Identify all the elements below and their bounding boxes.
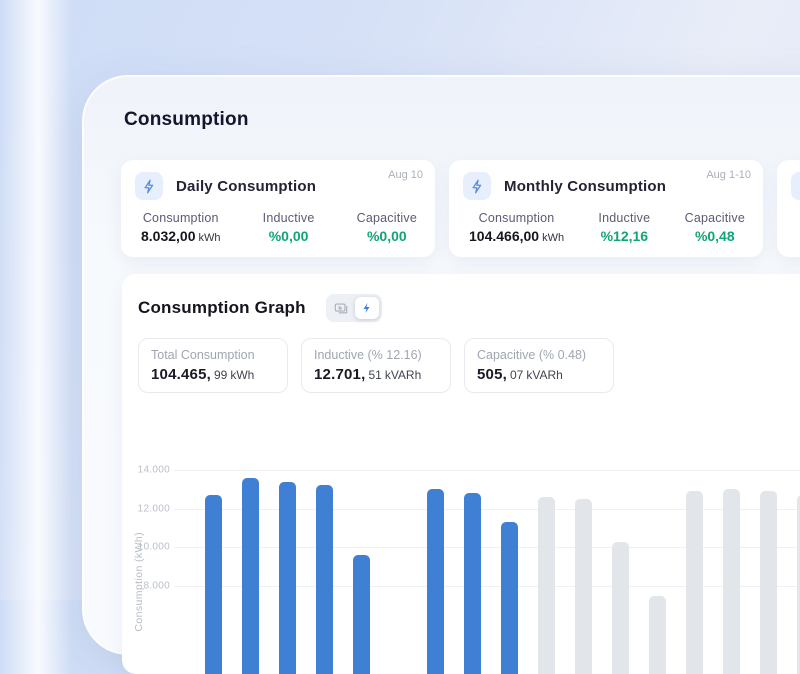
stat-total-consumption: Total Consumption 104.465, 99 kWh (138, 338, 288, 393)
stat-label: Capacitive (% 0.48) (477, 348, 587, 362)
stat-value-main: 12.701, (314, 366, 366, 383)
stat-value-main: 505, (477, 366, 507, 383)
currency-view-button[interactable] (329, 297, 353, 319)
metric-capacitive: Capacitive %0,48 (685, 211, 745, 244)
daily-card-metrics: Consumption 8.032,00 kWh Inductive %0,00 … (121, 200, 435, 244)
stat-unit: kWh (230, 368, 255, 382)
bar-day-8[interactable] (464, 493, 481, 674)
consumption-graph-card: 14.000 12.000 10.000 8.000 Consumption (kWh)… (122, 274, 800, 674)
monthly-card-date: Aug 1-10 (706, 169, 751, 181)
stat-unit: kVARh (384, 368, 422, 382)
daily-card-title: Daily Consumption (176, 177, 317, 195)
graph-title: Consumption Graph (138, 298, 306, 317)
y-axis-tick: 14.000 (137, 464, 170, 476)
daily-card-date: Aug 10 (388, 169, 423, 181)
metric-unit: kWh (542, 232, 565, 244)
metric-unit: kWh (198, 232, 221, 244)
metric-label: Capacitive (684, 211, 745, 225)
gridline (174, 470, 800, 471)
bar-day-7[interactable] (427, 489, 444, 674)
monthly-card-header: Monthly Consumption (449, 160, 763, 200)
bar-day-12[interactable] (612, 541, 629, 674)
y-axis-tick: 12.000 (137, 503, 170, 515)
summary-cards-row: Aug 10 Daily Consumption Consumption 8.0… (121, 160, 800, 257)
bar-day-14[interactable] (686, 491, 703, 674)
bar-day-5[interactable] (353, 555, 370, 674)
stat-unit: kVARh (526, 368, 563, 382)
bar-day-3[interactable] (279, 481, 296, 674)
bar-day-10[interactable] (538, 497, 555, 674)
stat-capacitive: Capacitive (% 0.48) 505, 07 kVARh (464, 338, 614, 393)
gridline (174, 547, 800, 549)
metric-inductive: Inductive %0,00 (263, 211, 315, 244)
stat-value-minor: 99 (214, 368, 228, 382)
stat-value-minor: 51 (368, 368, 382, 382)
stat-label: Inductive (% 12.16) (314, 348, 422, 362)
energy-view-button[interactable] (354, 297, 379, 319)
banknote-icon (334, 301, 348, 315)
bar-day-16[interactable] (760, 491, 777, 674)
lightning-icon (463, 172, 491, 200)
graph-header: Consumption Graph (122, 274, 800, 322)
stat-value-main: 104.465, (151, 366, 211, 383)
bar-day-15[interactable] (723, 489, 740, 674)
bar-day-13[interactable] (649, 595, 666, 674)
metric-label: Capacitive (356, 211, 417, 225)
bar-day-4[interactable] (316, 485, 333, 674)
y-axis-tick: 10.000 (137, 541, 170, 553)
daily-consumption-card[interactable]: Aug 10 Daily Consumption Consumption 8.0… (121, 160, 435, 257)
stat-value-minor: 07 (510, 368, 524, 382)
page-title: Consumption (124, 109, 249, 130)
monthly-consumption-card[interactable]: Aug 1-10 Monthly Consumption Consumption… (449, 160, 763, 257)
metric-label: Inductive (598, 211, 651, 225)
lightning-icon (135, 172, 163, 200)
metric-label: Inductive (262, 211, 315, 225)
graph-view-toggle (325, 294, 382, 322)
monthly-card-title: Monthly Consumption (504, 177, 667, 195)
metric-value: 104.466,00 (469, 228, 540, 244)
metric-value: %0,48 (694, 228, 735, 244)
next-card-header (777, 160, 800, 200)
bar-day-1[interactable] (205, 495, 222, 674)
metric-consumption: Consumption 8.032,00 kWh (141, 211, 221, 244)
bar-day-9[interactable] (501, 522, 518, 674)
next-consumption-card[interactable] (777, 160, 800, 257)
bar-day-11[interactable] (575, 499, 592, 674)
stat-label: Total Consumption (151, 348, 255, 362)
metric-value: %0,00 (268, 228, 309, 244)
gridline (174, 508, 800, 510)
daily-card-header: Daily Consumption (121, 160, 435, 200)
metric-value: 8.032,00 (141, 228, 196, 244)
metric-consumption: Consumption 104.466,00 kWh (469, 211, 564, 244)
lightning-icon (791, 172, 800, 200)
lightning-icon (361, 302, 373, 314)
metric-capacitive: Capacitive %0,00 (357, 211, 417, 244)
metric-label: Consumption (478, 211, 555, 225)
metric-value: %0,00 (366, 228, 407, 244)
metric-inductive: Inductive %12,16 (598, 211, 650, 244)
monthly-card-metrics: Consumption 104.466,00 kWh Inductive %12,… (449, 200, 763, 244)
graph-stats-row: Total Consumption 104.465, 99 kWh Inductiv… (122, 322, 800, 393)
stat-inductive: Inductive (% 12.16) 12.701, 51 kVARh (301, 338, 451, 393)
y-axis-title: Consumption (kWh) (133, 532, 145, 632)
metric-label: Consumption (142, 211, 219, 225)
gridline (174, 586, 800, 588)
bar-day-17[interactable] (797, 495, 800, 674)
metric-value: %12,16 (600, 228, 649, 244)
dashboard-container: Consumption Aug 10 Daily Consumption Con… (82, 75, 800, 674)
bar-day-2[interactable] (242, 477, 259, 674)
y-axis-tick: 8.000 (143, 580, 170, 592)
